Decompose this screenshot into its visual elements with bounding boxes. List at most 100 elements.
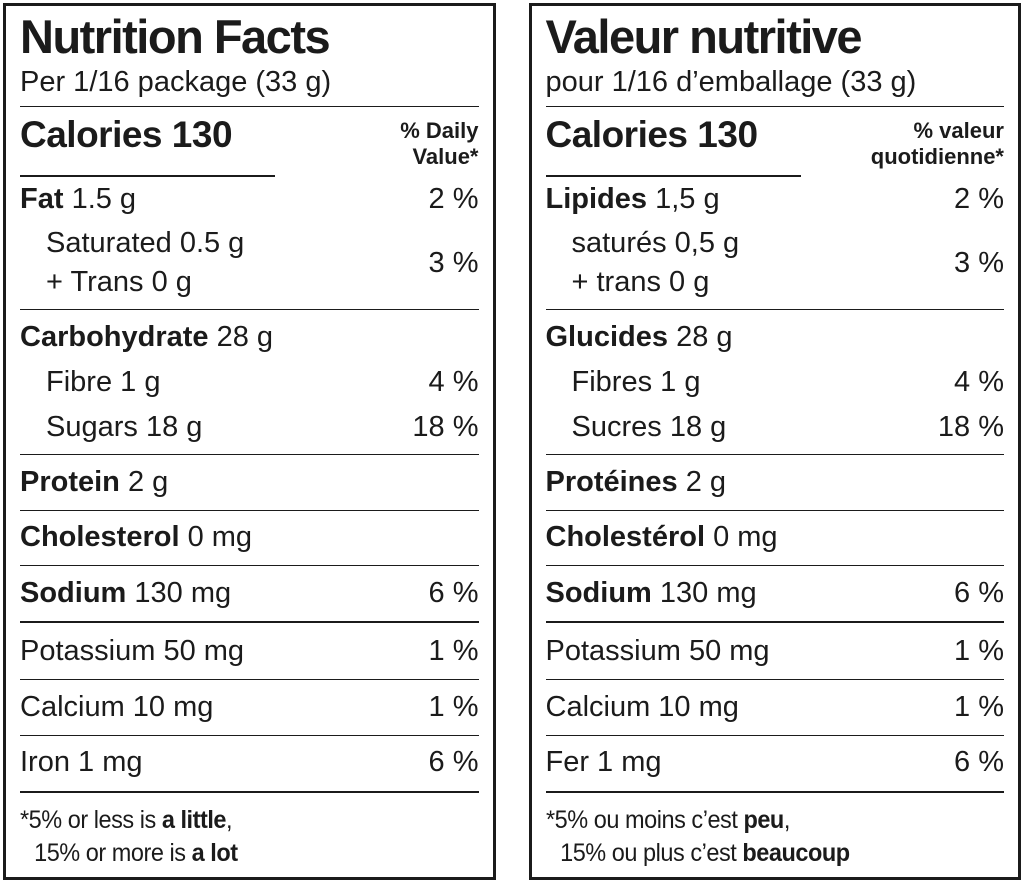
nutrition-facts-panel-en: Nutrition Facts Per 1/16 package (33 g) … <box>3 3 496 880</box>
fibre-row-fr: Fibres 1 g 4 % <box>546 360 1005 405</box>
sugars-label: Sugars 18 g <box>46 410 203 443</box>
iron-percent: 6 % <box>954 746 1004 779</box>
fibre-label: Fibre 1 g <box>46 365 161 398</box>
footnote-l2-pre: 15% or more is <box>34 838 192 867</box>
calories-word: Calories <box>545 114 689 156</box>
sodium-percent: 6 % <box>954 576 1004 609</box>
fat-name: Lipides <box>545 183 648 216</box>
calories-label-fr: Calories 130 <box>545 114 759 156</box>
fibre-row-en: Fibre 1 g 4 % <box>20 360 479 405</box>
divider <box>20 454 479 455</box>
protein-row-en: Protein 2 g <box>20 460 479 505</box>
sodium-label: Sodium 130 mg <box>546 576 757 611</box>
protein-name: Protéines <box>545 465 678 498</box>
serving-size-fr: pour 1/16 d’emballage (33 g) <box>545 65 917 98</box>
footnote-line1: *5% ou moins c’est peu, <box>546 804 977 837</box>
cholesterol-name: Cholestérol <box>545 521 706 554</box>
fat-amount: 1.5 g <box>71 183 137 216</box>
calcium-label: Calcium 10 mg <box>545 690 739 723</box>
footnote-l1-post: , <box>783 806 790 835</box>
divider <box>545 454 1004 455</box>
divider <box>20 679 479 680</box>
fat-name: Fat <box>20 183 64 216</box>
label-title-fr: Valeur nutritive <box>545 10 863 63</box>
fat-amount: 1,5 g <box>655 183 720 216</box>
footnote-line2: 15% or more is a lot <box>20 837 451 870</box>
sodium-amount: 130 mg <box>659 576 757 609</box>
sugars-row-fr: Sucres 18 g 18 % <box>546 405 1005 450</box>
cholesterol-row-en: Cholesterol 0 mg <box>20 515 479 560</box>
calories-word: Calories <box>20 114 163 156</box>
daily-value-header-fr: % valeur quotidienne* <box>871 118 1004 170</box>
cholesterol-amount: 0 mg <box>187 521 253 554</box>
saturated-trans-percent: 3 % <box>428 246 479 279</box>
cholesterol-name: Cholesterol <box>20 521 180 554</box>
section-bar <box>20 621 479 624</box>
footnote-l2-bold: a lot <box>191 838 238 867</box>
saturated-trans-lines: Saturated 0.5 g + Trans 0 g <box>20 224 244 302</box>
carbohydrate-label: Glucides 28 g <box>546 320 733 355</box>
saturated-trans-percent: 3 % <box>954 246 1004 279</box>
fibre-label: Fibres 1 g <box>571 365 701 398</box>
cholesterol-label: Cholesterol 0 mg <box>20 520 252 555</box>
fat-percent: 2 % <box>428 183 479 216</box>
footnote-line2: 15% ou plus c’est beaucoup <box>546 837 977 870</box>
potassium-row-fr: Potassium 50 mg 1 % <box>546 629 1005 674</box>
divider <box>20 309 479 311</box>
carbohydrate-amount: 28 g <box>676 321 733 354</box>
trans-line: + trans 0 g <box>571 266 710 299</box>
calories-underbar-fr <box>545 175 801 178</box>
iron-percent: 6 % <box>428 746 479 779</box>
footnote-fr: *5% ou moins c’est peu, 15% ou plus c’es… <box>546 804 977 869</box>
daily-value-line1: % valeur <box>913 118 1005 144</box>
daily-value-line1: % Daily <box>400 118 479 144</box>
divider <box>545 734 1004 736</box>
calories-row-fr: Calories 130 % valeur quotidienne* <box>546 116 1005 170</box>
footnote-l1-pre: *5% or less is <box>20 806 162 835</box>
calories-value: 130 <box>697 114 758 156</box>
cholesterol-label: Cholestérol 0 mg <box>546 520 778 555</box>
calories-row-en: Calories 130 % Daily Value* <box>20 116 479 170</box>
iron-label: Fer 1 mg <box>545 746 662 779</box>
fat-row-en: Fat 1.5 g 2 % <box>20 177 479 222</box>
calcium-percent: 1 % <box>954 690 1004 723</box>
fibre-percent: 4 % <box>954 365 1004 398</box>
divider <box>545 565 1004 566</box>
nutrition-facts-panel-fr: Valeur nutritive pour 1/16 d’emballage (… <box>528 3 1021 880</box>
divider <box>20 509 479 511</box>
iron-label: Iron 1 mg <box>20 746 143 779</box>
sugars-percent: 18 % <box>937 410 1004 443</box>
potassium-label: Potassium 50 mg <box>545 635 770 668</box>
cholesterol-amount: 0 mg <box>713 521 778 554</box>
iron-row-fr: Fer 1 mg 6 % <box>546 740 1005 785</box>
footnote-line1: *5% or less is a little, <box>20 804 451 837</box>
fat-percent: 2 % <box>954 183 1004 216</box>
divider <box>545 679 1004 680</box>
sodium-percent: 6 % <box>428 576 479 609</box>
footnote-l2-bold: beaucoup <box>741 838 850 867</box>
divider <box>20 565 479 566</box>
protein-label: Protéines 2 g <box>546 465 727 500</box>
sugars-row-en: Sugars 18 g 18 % <box>20 405 479 450</box>
footnote-l1-post: , <box>225 806 233 835</box>
cholesterol-row-fr: Cholestérol 0 mg <box>546 515 1005 560</box>
protein-name: Protein <box>20 465 120 498</box>
divider <box>545 509 1004 511</box>
section-bar <box>545 790 1004 794</box>
fat-row-fr: Lipides 1,5 g 2 % <box>546 177 1005 222</box>
calories-label-en: Calories 130 <box>20 114 233 156</box>
fat-label: Lipides 1,5 g <box>546 182 720 217</box>
header-rule-fr <box>545 106 1004 108</box>
iron-row-en: Iron 1 mg 6 % <box>20 740 479 785</box>
carbohydrate-row-en: Carbohydrate 28 g <box>20 315 479 360</box>
divider <box>545 309 1004 311</box>
potassium-percent: 1 % <box>428 635 479 668</box>
serving-size-en: Per 1/16 package (33 g) <box>20 65 332 98</box>
daily-value-header-en: % Daily Value* <box>400 118 478 170</box>
footnote-l1-bold: a little <box>161 806 227 835</box>
potassium-label: Potassium 50 mg <box>20 635 245 668</box>
footnote-l1-bold: peu <box>742 806 784 835</box>
sodium-name: Sodium <box>545 576 652 609</box>
header-rule-en <box>20 106 479 108</box>
